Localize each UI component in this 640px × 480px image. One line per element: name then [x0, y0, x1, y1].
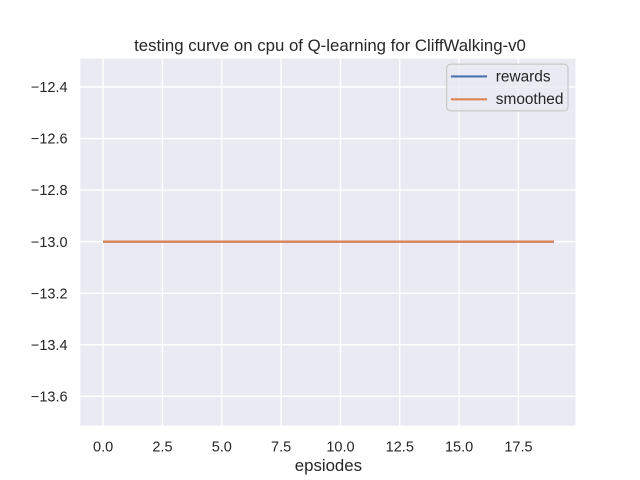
svg-text:15.0: 15.0 [445, 439, 473, 455]
svg-text:rewards: rewards [496, 68, 551, 85]
svg-text:−12.4: −12.4 [31, 80, 68, 96]
svg-text:−12.6: −12.6 [31, 132, 68, 148]
svg-text:−13.0: −13.0 [31, 235, 68, 251]
svg-text:smoothed: smoothed [496, 91, 564, 108]
svg-text:2.5: 2.5 [152, 439, 172, 455]
svg-text:12.5: 12.5 [386, 439, 414, 455]
svg-text:17.5: 17.5 [504, 439, 532, 455]
svg-text:−12.8: −12.8 [31, 183, 68, 199]
svg-text:10.0: 10.0 [326, 439, 354, 455]
svg-text:−13.6: −13.6 [31, 389, 68, 405]
svg-text:5.0: 5.0 [212, 439, 232, 455]
svg-text:−13.2: −13.2 [31, 286, 68, 302]
svg-text:7.5: 7.5 [271, 439, 291, 455]
svg-text:−13.4: −13.4 [31, 338, 68, 354]
svg-text:epsiodes: epsiodes [295, 456, 362, 475]
svg-text:testing curve on cpu of Q-lear: testing curve on cpu of Q-learning for C… [134, 36, 526, 55]
svg-text:0.0: 0.0 [93, 439, 113, 455]
